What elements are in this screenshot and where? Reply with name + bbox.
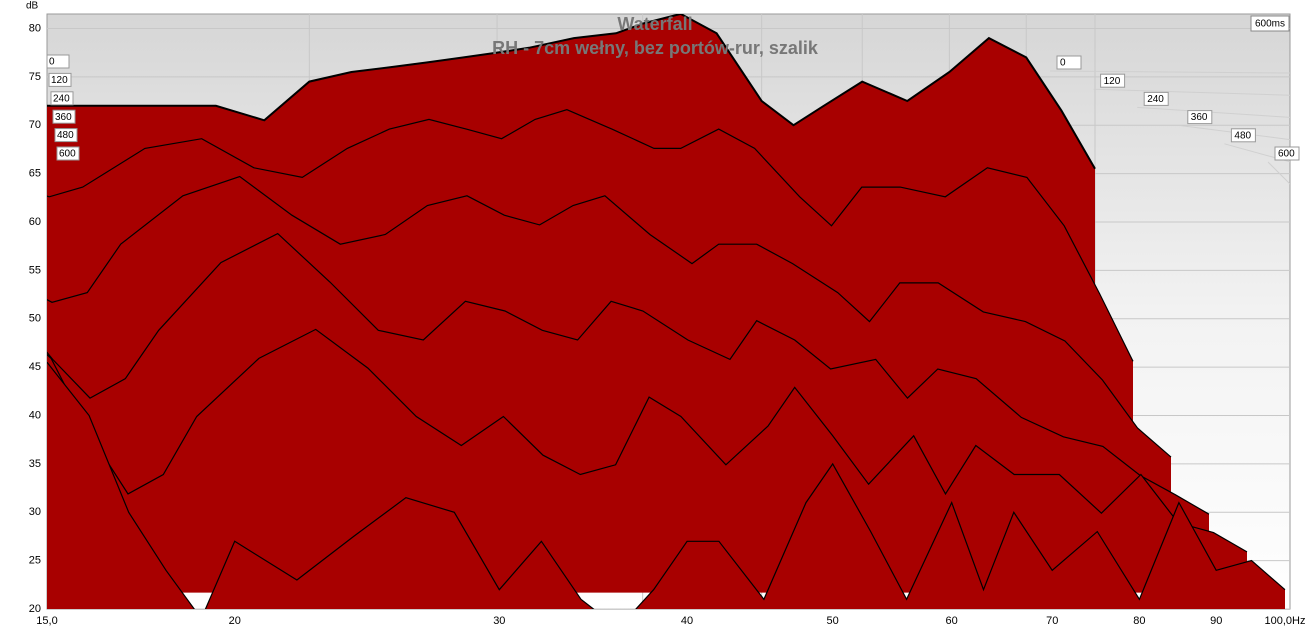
y-tick-label: 40 bbox=[29, 409, 41, 421]
time-tick-box bbox=[1100, 73, 1126, 88]
y-tick-label: 35 bbox=[29, 458, 41, 470]
y-tick-label: 50 bbox=[29, 313, 41, 325]
x-tick-label: 60 bbox=[946, 615, 958, 627]
depth-grid-line bbox=[1137, 106, 1290, 118]
time-tick-box bbox=[54, 128, 78, 143]
slice-line bbox=[47, 232, 1210, 515]
x-tick-label: 90 bbox=[1210, 615, 1222, 627]
x-tick-label: 40 bbox=[681, 615, 693, 627]
y-tick-label: 65 bbox=[29, 168, 41, 180]
slice-line bbox=[47, 109, 1134, 362]
time-tick-label: 480 bbox=[1234, 130, 1251, 141]
time-tick-box bbox=[1056, 55, 1082, 70]
time-tick-label: 360 bbox=[1191, 112, 1208, 123]
depth-grid-line bbox=[1049, 70, 1290, 74]
time-tick-box bbox=[46, 54, 70, 69]
y-tick-label: 30 bbox=[29, 506, 41, 518]
depth-label-box bbox=[1250, 15, 1290, 32]
y-tick-label: 60 bbox=[29, 216, 41, 228]
time-tick-box bbox=[1230, 128, 1256, 143]
time-tick-box bbox=[1143, 91, 1169, 106]
y-tick-label: 75 bbox=[29, 71, 41, 83]
time-tick-label: 360 bbox=[55, 112, 72, 123]
slice-line bbox=[47, 361, 1286, 609]
time-tick-label: 120 bbox=[1104, 76, 1121, 87]
y-axis-label: dB bbox=[26, 1, 39, 12]
slice-line bbox=[47, 14, 1096, 170]
x-tick-label: 30 bbox=[493, 615, 505, 627]
x-tick-label: 100,0Hz bbox=[1265, 615, 1306, 627]
time-tick-box bbox=[50, 91, 74, 106]
y-tick-label: 25 bbox=[29, 555, 41, 567]
time-tick-label: 600 bbox=[1278, 149, 1295, 160]
x-tick-label: 80 bbox=[1133, 615, 1145, 627]
time-tick-label: 600 bbox=[59, 149, 76, 160]
time-tick-box bbox=[56, 146, 80, 161]
time-tick-label: 240 bbox=[1147, 94, 1164, 105]
chart-title: Waterfall bbox=[617, 14, 692, 34]
time-tick-label: 0 bbox=[1060, 58, 1066, 69]
slice-line bbox=[47, 328, 1248, 553]
time-tick-box bbox=[52, 109, 76, 124]
time-tick-label: 480 bbox=[57, 130, 74, 141]
time-tick-box bbox=[1274, 146, 1300, 161]
slice-line bbox=[47, 175, 1172, 458]
time-tick-label: 0 bbox=[49, 57, 55, 68]
time-tick-label: 240 bbox=[53, 93, 70, 104]
depth-grid-line bbox=[1093, 88, 1290, 96]
x-tick-label: 20 bbox=[229, 615, 241, 627]
x-tick-label: 50 bbox=[827, 615, 839, 627]
y-tick-label: 45 bbox=[29, 361, 41, 373]
depth-grid-line bbox=[1267, 161, 1290, 185]
time-tick-box bbox=[1187, 110, 1213, 125]
x-tick-label: 15,0 bbox=[36, 615, 57, 627]
y-tick-label: 55 bbox=[29, 264, 41, 276]
x-tick-label: 70 bbox=[1046, 615, 1058, 627]
slice-fill bbox=[47, 362, 1285, 609]
time-tick-label: 120 bbox=[51, 75, 68, 86]
time-tick-box bbox=[48, 72, 72, 87]
depth-label: 600ms bbox=[1255, 19, 1285, 30]
chart-subtitle: RH - 7cm wełny, bez portów-rur, szalik bbox=[492, 38, 819, 58]
y-tick-label: 70 bbox=[29, 119, 41, 131]
y-tick-label: 80 bbox=[29, 22, 41, 34]
y-tick-label: 20 bbox=[29, 603, 41, 615]
